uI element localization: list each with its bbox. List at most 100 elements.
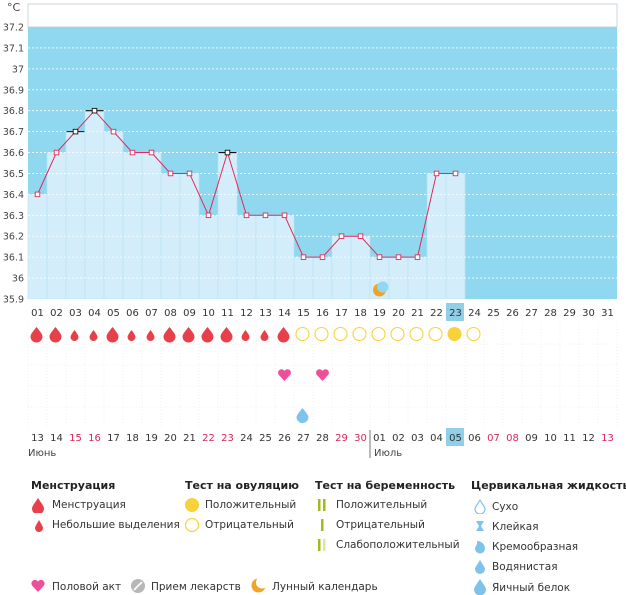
drop-big-icon	[30, 327, 43, 343]
date-label: 12	[582, 433, 595, 444]
moon-shadow	[377, 281, 389, 293]
drop-big-icon	[106, 327, 119, 343]
legend-cervical-item: Кремообразная	[492, 541, 579, 553]
drop-creamy-icon	[475, 541, 485, 554]
y-tick-label: 35.9	[3, 295, 24, 306]
drop-watery-icon	[475, 560, 485, 574]
day-label: 08	[164, 308, 177, 319]
day-label: 13	[259, 308, 272, 319]
temperature-point	[433, 170, 440, 177]
drop-small-icon	[127, 330, 136, 341]
day-label: 06	[126, 308, 139, 319]
date-label: 14	[50, 433, 63, 444]
ovulation-negative-icon	[295, 326, 310, 342]
temperature-point	[167, 170, 174, 177]
circle-filled-icon	[185, 498, 199, 512]
temperature-point	[414, 254, 421, 260]
date-label: 30	[354, 433, 367, 444]
day-label: 25	[487, 308, 500, 319]
temperature-point	[395, 254, 402, 260]
y-tick-label: 36.5	[3, 169, 24, 180]
day-label: 31	[601, 308, 614, 319]
y-tick-label: 36.9	[3, 85, 24, 96]
legend-pregnancy-item: Положительный	[336, 499, 428, 511]
date-label: 21	[183, 433, 196, 444]
ovulation-negative-icon	[466, 326, 481, 342]
day-label: 04	[88, 308, 101, 319]
day-label: 22	[430, 308, 443, 319]
day-label: 21	[411, 308, 424, 319]
drop-big-icon	[182, 327, 195, 343]
date-label: 26	[278, 433, 291, 444]
drop-small-icon	[241, 330, 250, 341]
test-single-icon	[321, 519, 324, 531]
date-label: 16	[88, 433, 101, 444]
day-label: 17	[335, 308, 348, 319]
date-label: 22	[202, 433, 215, 444]
y-tick-label: 36.7	[3, 127, 24, 138]
date-label: 08	[506, 433, 519, 444]
date-label: 01	[373, 433, 386, 444]
ovulation-negative-icon	[314, 326, 329, 342]
legend-bottom-item: Половой акт	[52, 581, 122, 593]
date-label: 15	[69, 433, 82, 444]
temperature-point	[357, 233, 364, 239]
date-label: 29	[335, 433, 348, 444]
day-label: 20	[392, 308, 405, 319]
legend-pregnancy-item: Отрицательный	[336, 519, 425, 531]
y-tick-label: 37.1	[3, 43, 24, 54]
legend-pregnancy-title: Тест на беременность	[315, 479, 456, 492]
y-tick-label: 36.3	[3, 211, 24, 222]
drop-small-icon	[89, 330, 98, 341]
drop-big-icon	[201, 327, 214, 343]
drop-small-icon	[146, 330, 155, 341]
temperature-point	[281, 212, 288, 219]
drop-big-icon	[277, 327, 290, 343]
date-label: 03	[411, 433, 424, 444]
legend-menstruation-item: Небольшие выделения	[52, 519, 180, 531]
legend-ovulation-item: Отрицательный	[205, 519, 294, 531]
temperature-point	[243, 212, 250, 219]
day-label: 02	[50, 308, 63, 319]
temperature-point	[72, 128, 79, 135]
date-label: 25	[259, 433, 272, 444]
temperature-point	[34, 191, 41, 198]
legend-cervical-item: Сухо	[492, 501, 519, 513]
temperature-point	[186, 170, 193, 177]
day-label: 10	[202, 308, 215, 319]
moon-icon	[251, 577, 267, 593]
temperature-point	[376, 254, 383, 260]
day-label: 05	[107, 308, 120, 319]
day-label: 29	[563, 308, 576, 319]
y-tick-label: 36.1	[3, 253, 24, 264]
day-label: 09	[183, 308, 196, 319]
temperature-point	[205, 212, 212, 219]
ovulation-positive-icon	[447, 327, 462, 341]
legend-menstruation-title: Менструация	[31, 479, 116, 492]
y-tick-label: 36.8	[3, 106, 24, 117]
temperature-point	[262, 212, 269, 219]
date-label: 09	[525, 433, 538, 444]
legend-menstruation-item: Менструация	[52, 499, 126, 511]
day-row-bg	[28, 299, 617, 323]
drop-egg-white-icon	[296, 408, 309, 423]
drop-small-icon	[70, 330, 79, 341]
date-label: 19	[145, 433, 158, 444]
temperature-point	[53, 149, 60, 156]
date-label: 13	[601, 433, 614, 444]
ovulation-negative-icon	[352, 326, 367, 342]
legend-cervical-item: Яичный белок	[492, 582, 571, 594]
drop-big-icon	[163, 327, 176, 343]
drop-egg-white-icon	[474, 579, 486, 595]
day-label: 30	[582, 308, 595, 319]
month-label: Июнь	[28, 448, 56, 459]
ovulation-negative-icon	[409, 326, 424, 342]
temperature-point	[129, 149, 136, 156]
date-label: 04	[430, 433, 443, 444]
month-label: Июль	[374, 448, 402, 459]
day-label: 14	[278, 308, 291, 319]
date-label: 07	[487, 433, 500, 444]
y-axis-unit-label: °C	[7, 1, 21, 14]
sticky-icon	[476, 521, 484, 531]
